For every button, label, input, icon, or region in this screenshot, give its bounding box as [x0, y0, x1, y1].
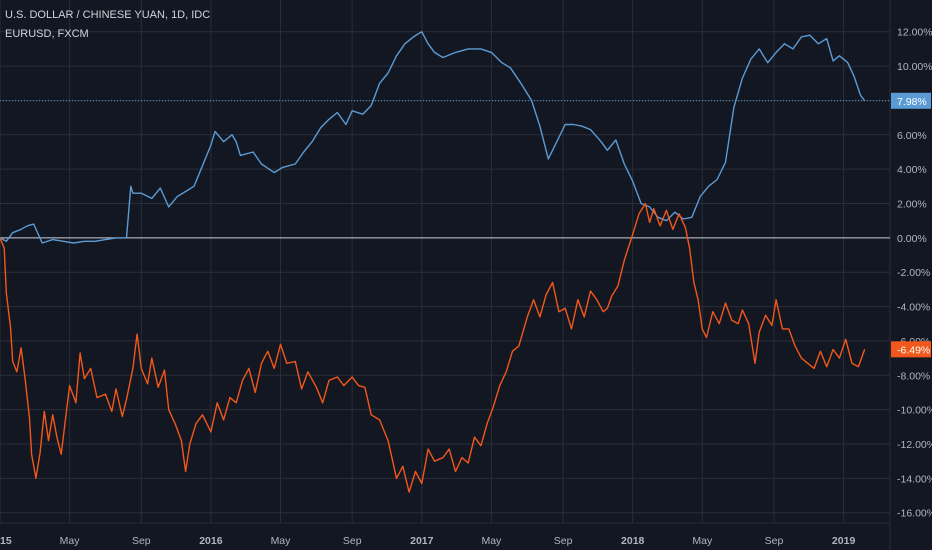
x-tick-label: 2019: [832, 535, 856, 547]
x-tick-label: Sep: [765, 535, 784, 547]
vertical-gridlines: [0, 0, 845, 523]
last-value-badges: 7.98% -6.49%: [891, 92, 931, 358]
y-tick-label: 6.00%: [897, 130, 927, 142]
x-tick-label: 2016: [199, 535, 223, 547]
y-tick-label: -2.00%: [897, 267, 930, 279]
x-tick-label: May: [271, 535, 292, 547]
horizontal-gridlines: [0, 31, 890, 514]
last-value-badge-eurusd: [891, 341, 931, 358]
x-tick-label: May: [481, 535, 502, 547]
x-tick-label: 2017: [410, 535, 434, 547]
y-tick-label: 12.00%: [897, 27, 932, 39]
y-tick-label: 4.00%: [897, 164, 927, 176]
x-tick-label: Sep: [554, 535, 573, 547]
series-lines: [0, 31, 866, 493]
y-tick-label: 0.00%: [897, 233, 927, 245]
last-value-badge-usdcny: [891, 92, 931, 109]
y-tick-label: -10.00%: [897, 405, 932, 417]
y-tick-label: -12.00%: [897, 439, 932, 451]
y-tick-label: -4.00%: [897, 302, 930, 314]
x-tick-label: 2015: [0, 535, 12, 547]
chart-title: U.S. DOLLAR / CHINESE YUAN, 1D, IDC: [5, 9, 211, 21]
x-tick-label: May: [692, 535, 713, 547]
y-tick-label: 10.00%: [897, 61, 932, 73]
series-line-usdcny: [0, 31, 866, 244]
compare-symbol-label: EURUSD, FXCM: [5, 28, 89, 40]
x-axis-ticks: 2015 May Sep 2016 May Sep 2017 May Sep 2018 May Sep…: [0, 535, 855, 547]
x-tick-label: Sep: [132, 535, 151, 547]
x-tick-label: 2018: [621, 535, 645, 547]
y-tick-label: -14.00%: [897, 473, 932, 485]
y-axis-ticks: 12.00%10.00%8.00%6.00%4.00%2.00%0.00%-2.…: [897, 27, 932, 520]
y-tick-label: -16.00%: [897, 508, 932, 520]
last-value-label-usdcny: 7.98%: [897, 96, 927, 108]
y-tick-label: 2.00%: [897, 199, 927, 211]
last-value-label-eurusd: -6.49%: [897, 344, 930, 356]
y-tick-label: -8.00%: [897, 370, 930, 382]
x-tick-label: May: [60, 535, 81, 547]
series-line-eurusd: [0, 202, 866, 493]
x-tick-label: Sep: [343, 535, 362, 547]
